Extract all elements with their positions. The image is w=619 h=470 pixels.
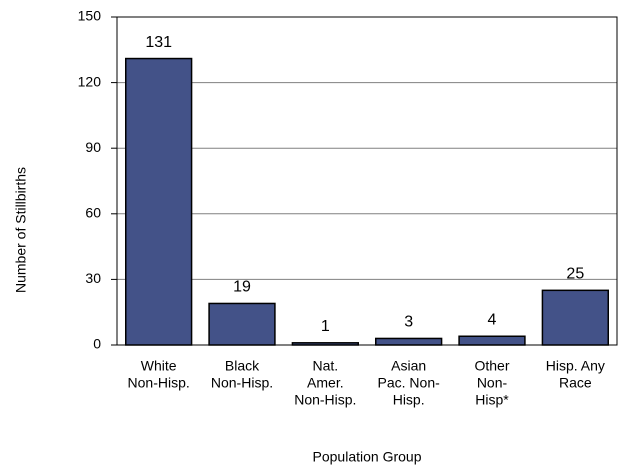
x-tick-label: Non- — [477, 375, 508, 391]
x-tick-label: Amer. — [307, 375, 344, 391]
bar — [125, 57, 193, 346]
x-tick-label: Non-Hisp. — [294, 392, 356, 408]
x-tick-label: Other — [474, 358, 509, 374]
bar — [208, 302, 276, 346]
y-tick-label: 30 — [85, 270, 101, 286]
y-tick-label: 150 — [78, 8, 102, 24]
x-tick-label: Asian — [391, 358, 426, 374]
data-label: 4 — [488, 311, 497, 328]
x-tick-label: Hisp. Any — [546, 358, 605, 374]
data-label: 3 — [404, 314, 413, 331]
x-tick-label: Pac. Non- — [378, 375, 441, 391]
data-label: 1 — [321, 318, 330, 335]
x-tick-label: Race — [559, 375, 592, 391]
x-tick-label: Nat. — [312, 358, 338, 374]
x-tick-label: Non-Hisp. — [211, 375, 273, 391]
bar — [375, 337, 443, 346]
y-tick-label: 0 — [93, 336, 101, 352]
data-label: 25 — [566, 266, 584, 283]
y-tick-label: 90 — [85, 139, 101, 155]
x-tick-label: Hisp. — [393, 392, 425, 408]
x-tick-label: Non-Hisp. — [128, 375, 190, 391]
bar — [458, 335, 526, 346]
plot-frame — [116, 16, 618, 346]
x-tick-label: White — [141, 358, 177, 374]
x-axis-label: Population Group — [313, 449, 422, 465]
bar — [541, 289, 610, 346]
bar — [291, 342, 359, 346]
x-tick-label: Hisp* — [475, 392, 509, 408]
data-label: 19 — [233, 279, 251, 296]
y-tick-label: 60 — [85, 205, 101, 221]
x-tick-label: Black — [225, 358, 260, 374]
y-axis-label: Number of Stillbirths — [13, 167, 29, 293]
y-tick-label: 120 — [78, 73, 102, 89]
data-label: 131 — [145, 34, 172, 51]
